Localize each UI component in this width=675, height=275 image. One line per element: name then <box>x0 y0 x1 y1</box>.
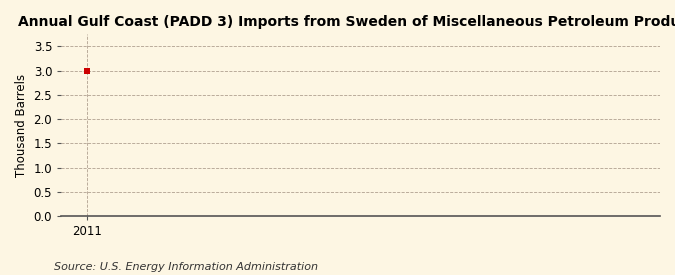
Text: Source: U.S. Energy Information Administration: Source: U.S. Energy Information Administ… <box>54 262 318 272</box>
Title: Annual Gulf Coast (PADD 3) Imports from Sweden of Miscellaneous Petroleum Produc: Annual Gulf Coast (PADD 3) Imports from … <box>18 15 675 29</box>
Y-axis label: Thousand Barrels: Thousand Barrels <box>15 74 28 177</box>
